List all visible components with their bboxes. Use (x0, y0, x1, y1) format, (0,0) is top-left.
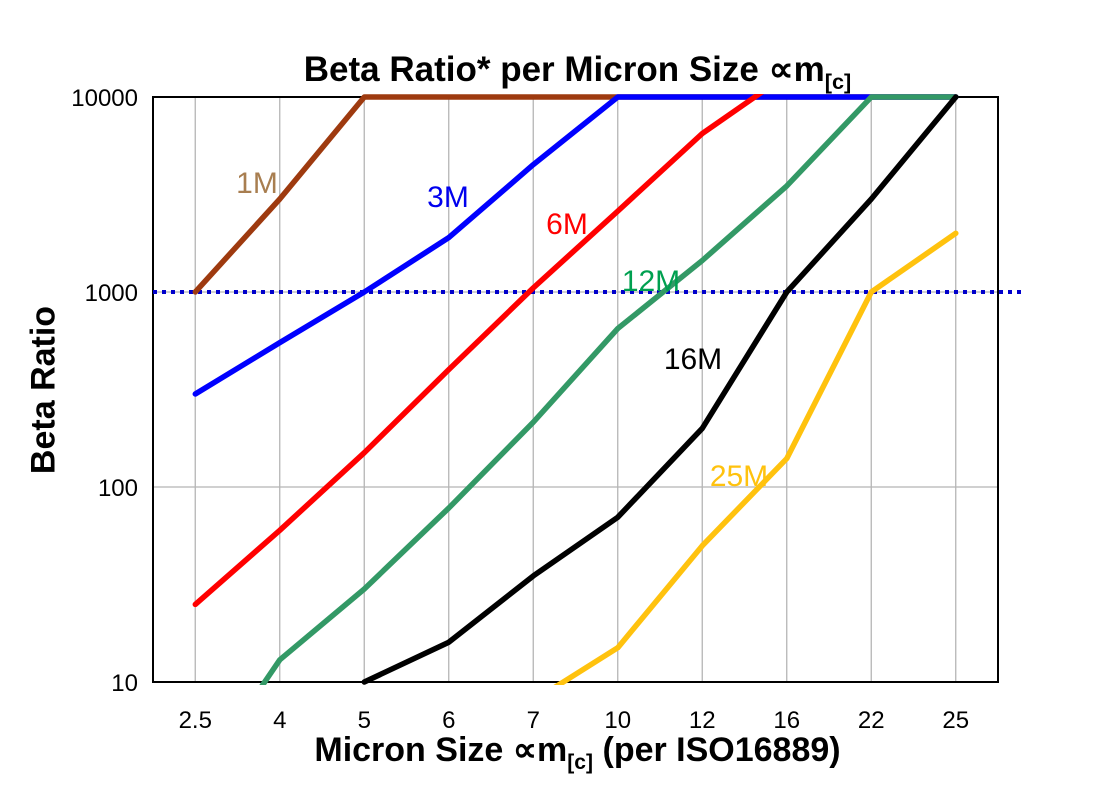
x-tick-label-6: 6 (442, 707, 455, 734)
x-axis-title-suffix: (per ISO16889) (593, 731, 841, 769)
series-label-16M: 16M (664, 343, 722, 376)
x-tick-label-5: 5 (358, 707, 371, 734)
y-tick-label-1000: 1000 (85, 280, 138, 307)
x-tick-label-16: 16 (773, 707, 800, 734)
series-label-1M: 1M (236, 167, 278, 200)
y-tick-label-100: 100 (98, 475, 138, 502)
series-line-12M (259, 94, 959, 685)
series-line-6M (192, 94, 764, 608)
series-line-25M (553, 230, 959, 685)
x-axis-title-subscript: [c] (567, 750, 594, 774)
x-axis-title-text: Micron Size ∝m (314, 731, 568, 769)
x-tick-label-12: 12 (689, 707, 716, 734)
y-tick-label-10: 10 (111, 670, 138, 697)
x-tick-label-4: 4 (273, 707, 286, 734)
series-label-3M: 3M (427, 181, 469, 214)
x-tick-label-25: 25 (942, 707, 969, 734)
chart-title: Beta Ratio* per Micron Size ∝m[c] (45, 50, 1110, 95)
series-line-3M (192, 94, 959, 397)
x-tick-label-10: 10 (604, 707, 631, 734)
x-axis-title: Micron Size ∝m[c] (per ISO16889) (45, 730, 1110, 775)
y-tick-label-10000: 10000 (71, 85, 138, 112)
series-label-12M: 12M (622, 265, 680, 298)
x-tick-label-22: 22 (858, 707, 885, 734)
series-line-16M (361, 94, 959, 685)
x-tick-label-2.5: 2.5 (179, 707, 212, 734)
series-label-6M: 6M (546, 208, 588, 241)
x-tick-label-7: 7 (527, 707, 540, 734)
chart-title-subscript: [c] (824, 69, 852, 94)
chart-title-text: Beta Ratio* per Micron Size ∝m (303, 50, 825, 89)
series-label-25M: 25M (710, 460, 768, 493)
